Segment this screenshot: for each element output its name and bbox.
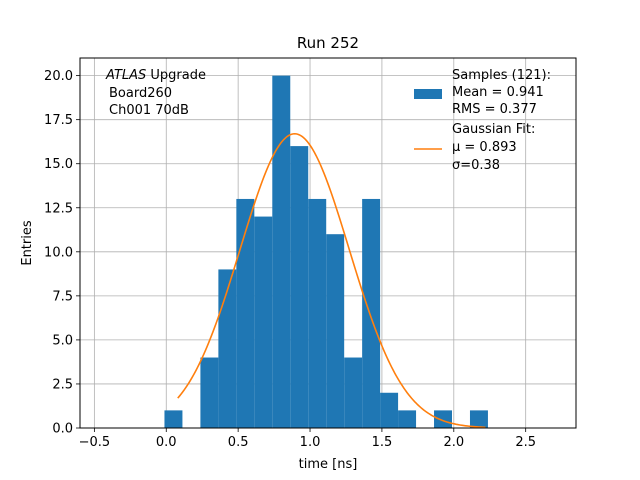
y-tick-label: 0.0 (52, 422, 73, 437)
legend-fit-label: σ=0.38 (452, 158, 500, 173)
legend-samples-patch (414, 89, 442, 99)
annotation-line-1: ATLAS Upgrade (105, 68, 206, 83)
y-tick-label: 7.5 (52, 289, 73, 304)
y-tick-label: 17.5 (44, 113, 73, 128)
x-tick-label: 2.5 (515, 435, 536, 450)
fit-curve (177, 132, 486, 429)
plot-frame (79, 57, 577, 429)
x-tick-label: 2.0 (443, 435, 464, 450)
y-tick-label: 12.5 (44, 201, 73, 216)
histogram-bar (272, 75, 291, 428)
x-axis-label: time [ns] (299, 457, 358, 472)
y-tick-label: 10.0 (44, 245, 73, 260)
y-tick-label: 2.5 (52, 377, 73, 392)
legend-fit-label: Gaussian Fit: (452, 122, 535, 137)
grid-lines (80, 58, 576, 429)
legend-samples-label: RMS = 0.377 (452, 102, 537, 117)
histogram-bar (434, 410, 452, 428)
histogram-bar (380, 392, 399, 428)
y-axis: 0.0 2.5 5.0 7.5 10.0 12.5 15.0 17.5 20.0 (44, 69, 80, 437)
histogram-bar (164, 410, 183, 428)
annotation: ATLAS Upgrade Board260 Ch001 70dB (105, 68, 206, 118)
y-tick-label: 20.0 (44, 69, 73, 84)
histogram-bar (469, 410, 488, 428)
x-tick-label: 0.5 (228, 435, 249, 450)
histogram-bars (164, 75, 488, 428)
legend: Samples (121): Mean = 0.941 RMS = 0.377 G… (414, 68, 551, 173)
legend-samples-label: Samples (121): (452, 68, 551, 83)
legend-fit-label: μ = 0.893 (452, 140, 517, 155)
histogram-bar (254, 216, 273, 428)
x-tick-label: −0.5 (79, 435, 111, 450)
histogram-bar (200, 357, 219, 428)
y-tick-label: 5.0 (52, 333, 73, 348)
histogram-bar (290, 146, 309, 428)
histogram-bar (362, 198, 381, 428)
histogram-bar (344, 357, 363, 428)
gaussian-fit (177, 132, 486, 429)
histogram-bar (236, 198, 255, 428)
annotation-line-3: Ch001 70dB (109, 103, 189, 118)
annotation-atlas: ATLAS (105, 68, 146, 83)
x-tick-label: 1.0 (300, 435, 321, 450)
x-tick-label: 0.0 (156, 435, 177, 450)
histogram-bar (308, 198, 327, 428)
histogram-bar (218, 269, 237, 428)
y-axis-label: Entries (20, 220, 35, 266)
annotation-line-2: Board260 (109, 86, 172, 101)
y-tick-label: 15.0 (44, 157, 73, 172)
histogram-bar (326, 234, 345, 428)
x-tick-label: 1.5 (372, 435, 393, 450)
histogram-bar (398, 410, 417, 428)
annotation-upgrade: Upgrade (146, 68, 206, 83)
chart-title: Run 252 (297, 34, 359, 52)
legend-samples-label: Mean = 0.941 (452, 85, 544, 100)
x-axis: −0.5 0.0 0.5 1.0 1.5 2.0 2.5 (79, 428, 536, 450)
